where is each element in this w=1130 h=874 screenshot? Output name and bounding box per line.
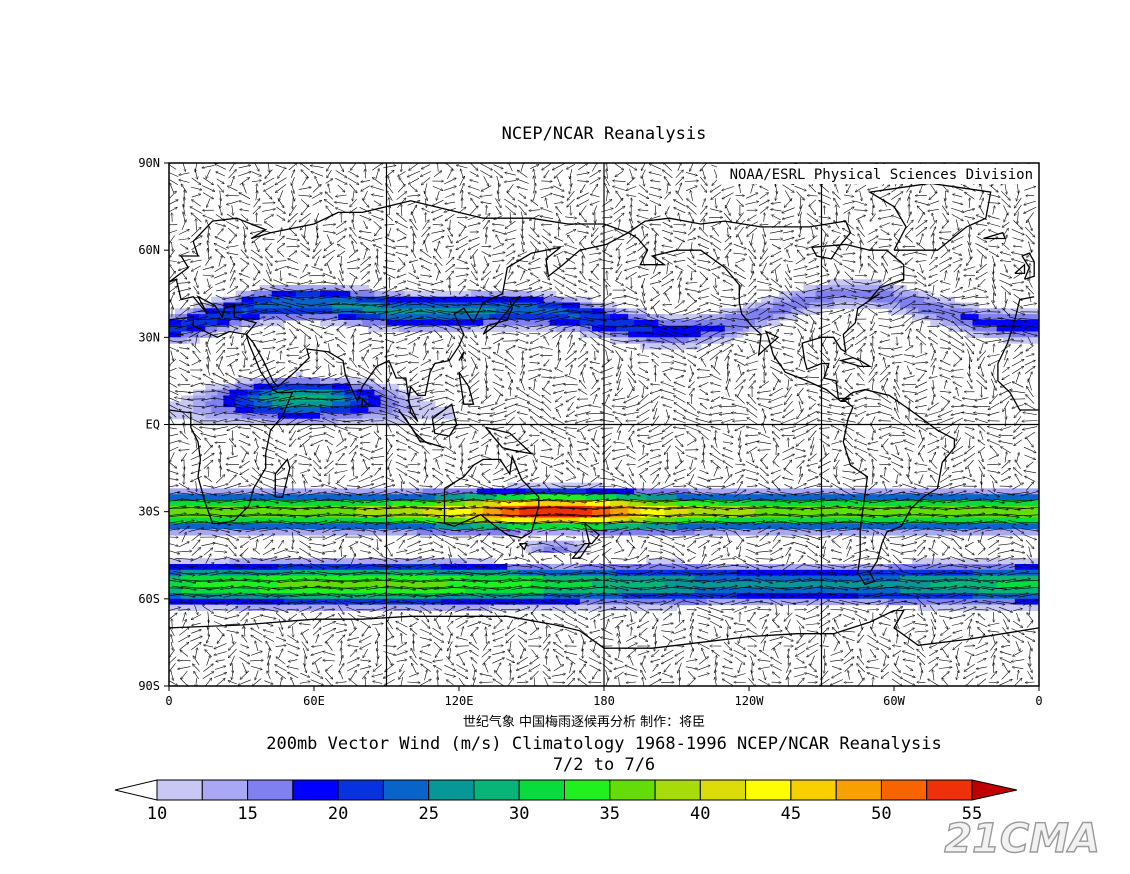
lat-label: EQ	[146, 418, 160, 432]
figure-title: NCEP/NCAR Reanalysis	[502, 124, 707, 144]
lon-label: 60W	[883, 694, 905, 708]
lat-label: 90S	[138, 679, 160, 693]
colorbar: 10 15 20 25 30 35 40 45 50 55	[114, 779, 1018, 824]
colorbar-swatch	[564, 779, 611, 801]
colorbar-swatch	[428, 779, 475, 801]
colorbar-swatch	[835, 779, 883, 801]
colorbar-swatch	[201, 779, 249, 801]
lat-label: 30N	[138, 330, 160, 344]
lat-label: 30S	[138, 505, 160, 519]
colorbar-label: 50	[871, 804, 891, 824]
credit-label: NOAA/ESRL Physical Sciences Division	[730, 167, 1033, 183]
colorbar-label: 15	[237, 804, 257, 824]
period-label: 7/2 to 7/6	[553, 755, 655, 775]
lat-label: 60S	[138, 592, 160, 606]
lon-label: 180	[593, 694, 615, 708]
colorbar-label: 35	[600, 804, 620, 824]
lon-label: 120E	[445, 694, 474, 708]
colorbar-swatch	[382, 779, 430, 801]
colorbar-swatch	[745, 779, 792, 801]
colorbar-swatch	[473, 779, 520, 801]
colorbar-label: 45	[781, 804, 801, 824]
colorbar-swatch	[609, 779, 656, 801]
lat-label: 60N	[138, 243, 160, 257]
colorbar-swatch	[247, 779, 294, 801]
map-panel: NOAA/ESRL Physical Sciences Division	[168, 162, 1040, 687]
colorbar-swatch	[654, 779, 701, 801]
colorbar-swatch	[156, 779, 203, 801]
colorbar-swatch	[926, 779, 973, 801]
longitude-labels: 0 60E 120E 180 120W 60W 0	[165, 686, 1043, 708]
lon-label: 0	[165, 694, 172, 708]
colorbar-label: 10	[147, 804, 167, 824]
chinese-note: 世纪气象 中国梅雨逐候再分析 制作：将臣	[463, 714, 705, 730]
watermark: 21CMA	[944, 816, 1100, 862]
colorbar-under-triangle	[114, 779, 158, 801]
colorbar-label: 20	[328, 804, 348, 824]
lon-label: 0	[1035, 694, 1042, 708]
colorbar-swatch	[292, 779, 339, 801]
colorbar-label: 40	[690, 804, 710, 824]
lat-label: 90N	[138, 156, 160, 170]
colorbar-over-triangle	[971, 779, 1018, 801]
colorbar-swatch	[337, 779, 384, 801]
colorbar-label: 25	[418, 804, 438, 824]
colorbar-swatch	[790, 779, 837, 801]
colorbar-swatch	[518, 779, 566, 801]
lon-label: 60E	[303, 694, 325, 708]
colorbar-swatch	[699, 779, 747, 801]
latitude-labels: 90N 60N 30N EQ 30S 60S 90S	[138, 156, 169, 693]
colorbar-label: 30	[509, 804, 529, 824]
colorbar-swatch	[880, 779, 928, 801]
subtitle: 200mb Vector Wind (m/s) Climatology 1968…	[266, 734, 942, 754]
lon-label: 120W	[735, 694, 765, 708]
